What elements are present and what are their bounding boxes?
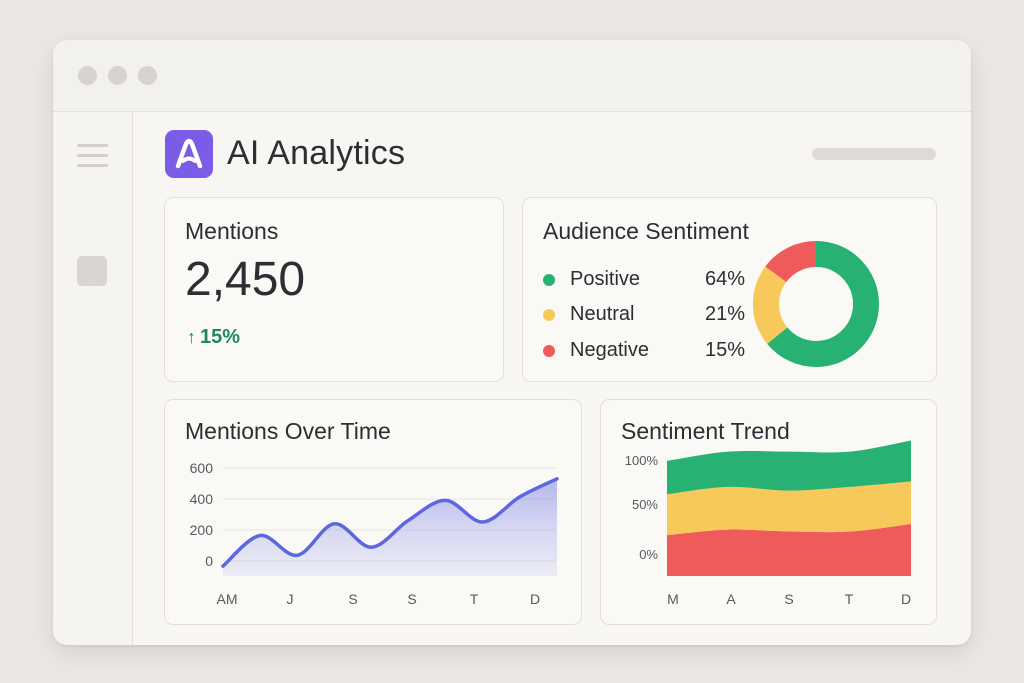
legend-percent: 64% [704, 268, 745, 290]
x-tick-label: D [901, 591, 911, 607]
x-tick-label: AM [217, 591, 238, 607]
x-tick-label: T [470, 591, 479, 607]
trend-area-neutral [667, 481, 911, 536]
window-maximize-dot[interactable] [138, 66, 157, 85]
trend-area-positive [667, 440, 911, 495]
window-close-dot[interactable] [78, 66, 97, 85]
mentions-card: Mentions 2,450 ↑ 15% [164, 197, 504, 382]
mentions-over-time-title: Mentions Over Time [185, 418, 391, 444]
sidebar-nav-item[interactable] [77, 256, 107, 286]
negative-dot-icon [543, 345, 555, 357]
sentiment-card: Audience Sentiment Positive 64% Neutral … [522, 197, 937, 382]
header-search-bar[interactable] [812, 148, 936, 160]
legend-percent: 21% [704, 303, 745, 325]
mentions-area-fill [223, 478, 557, 576]
legend-percent: 15% [704, 339, 745, 361]
mentions-area-chart: 600 400 200 0 AM J S S T D [190, 460, 559, 607]
y-tick-label: 100% [625, 453, 659, 468]
sentiment-trend-card: Sentiment Trend 100% 50% 0% M A S T D [600, 399, 937, 625]
x-tick-label: S [407, 591, 416, 607]
arrow-up-icon: ↑ [187, 327, 196, 347]
mentions-over-time-card: Mentions Over Time 600 400 200 0 AM J S S T D [164, 399, 582, 625]
trend-area-negative [667, 524, 911, 576]
x-tick-label: J [287, 591, 294, 607]
x-tick-label: M [667, 591, 679, 607]
y-tick-label: 400 [190, 491, 214, 507]
app-window: AI Analytics Mentions 2,450 ↑ 15% Audienc… [53, 40, 971, 645]
y-tick-label: 50% [632, 497, 658, 512]
sidebar [53, 112, 133, 645]
neutral-dot-icon [543, 309, 555, 321]
menu-icon[interactable] [77, 144, 108, 168]
y-tick-label: 0 [205, 553, 213, 569]
mentions-change-value: 15% [200, 326, 241, 348]
x-tick-label: S [784, 591, 793, 607]
y-tick-label: 600 [190, 460, 214, 476]
x-tick-label: D [530, 591, 540, 607]
mentions-change: ↑ 15% [187, 326, 240, 349]
positive-dot-icon [543, 274, 555, 286]
window-minimize-dot[interactable] [108, 66, 127, 85]
legend-label: Neutral [570, 303, 635, 325]
app-logo-icon [165, 130, 213, 178]
donut-slice-neutral [753, 241, 879, 367]
donut-slice-negative [753, 241, 879, 367]
x-tick-label: T [845, 591, 854, 607]
x-tick-label: A [726, 591, 736, 607]
page-title: AI Analytics [227, 134, 406, 172]
sentiment-trend-title: Sentiment Trend [621, 418, 790, 444]
legend-label: Negative [570, 339, 649, 361]
y-tick-label: 200 [190, 522, 214, 538]
title-bar [53, 40, 971, 112]
mentions-title: Mentions [185, 218, 279, 244]
sentiment-trend-chart: 100% 50% 0% M A S T D [625, 440, 911, 607]
sentiment-donut-chart [753, 241, 879, 367]
legend-label: Positive [570, 268, 641, 290]
sentiment-title: Audience Sentiment [543, 218, 749, 244]
mentions-line [221, 477, 559, 568]
mentions-count: 2,450 [185, 253, 306, 306]
x-tick-label: S [348, 591, 357, 607]
y-tick-label: 0% [639, 547, 658, 562]
